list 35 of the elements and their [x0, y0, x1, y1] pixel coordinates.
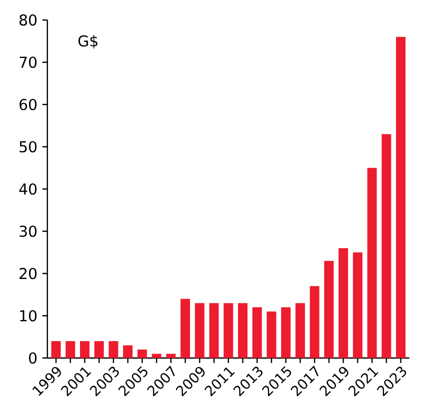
bar — [137, 350, 147, 358]
bar — [338, 248, 348, 358]
y-tick-label: 80 — [20, 14, 37, 26]
bar — [396, 36, 406, 358]
y-tick-label: 10 — [20, 310, 37, 322]
bar — [152, 354, 162, 358]
y-tick-label: 0 — [29, 352, 37, 364]
bar — [281, 307, 291, 358]
bar — [367, 168, 377, 358]
bar — [224, 303, 234, 358]
bar — [123, 345, 133, 358]
bar — [51, 341, 61, 358]
bar — [324, 260, 334, 358]
y-tick-label: 60 — [20, 98, 37, 110]
bar — [166, 354, 176, 358]
bar — [209, 303, 219, 358]
bar — [382, 134, 392, 358]
bar — [266, 312, 276, 358]
bar — [94, 341, 104, 358]
y-tick-label: 30 — [20, 226, 37, 237]
bar — [180, 298, 190, 358]
bar — [194, 303, 204, 358]
bar — [108, 341, 118, 358]
y-tick-label: 70 — [20, 56, 37, 68]
y-axis-title: G$ — [78, 35, 98, 49]
bar — [238, 303, 248, 358]
bar — [66, 341, 76, 358]
bar — [352, 252, 362, 358]
bar — [295, 303, 305, 358]
bar — [80, 341, 90, 358]
y-tick-label: 50 — [20, 141, 37, 152]
bar — [310, 286, 320, 358]
y-tick-label: 20 — [20, 268, 37, 280]
bar — [252, 307, 262, 358]
y-tick-label: 40 — [19, 183, 37, 195]
